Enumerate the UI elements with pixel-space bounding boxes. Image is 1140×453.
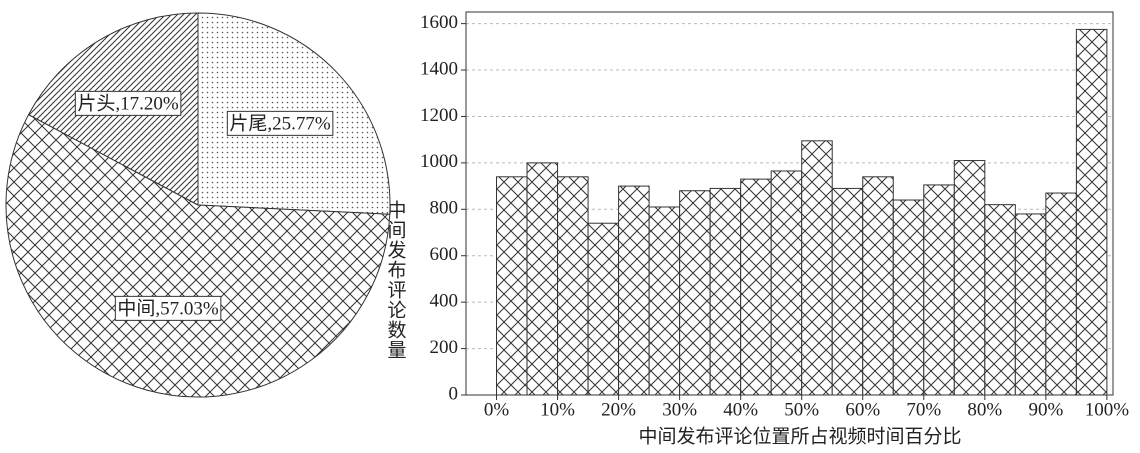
slice-label: 片头,17.20%	[77, 92, 179, 114]
bar	[892, 199, 925, 396]
y-tick-label: 400	[430, 291, 459, 312]
bar	[831, 187, 864, 396]
x-tick-label: 50%	[784, 399, 819, 420]
bar	[984, 204, 1016, 396]
bar	[648, 206, 681, 396]
slice-label: 片尾,25.77%	[229, 112, 331, 134]
y-axis-label: 中间发布评论数量	[385, 200, 407, 360]
y-tick-label: 800	[430, 198, 459, 219]
x-tick-label: 90%	[1028, 399, 1063, 420]
x-tick-label: 70%	[906, 399, 941, 420]
x-tick-label: 60%	[845, 399, 880, 420]
y-tick-label: 0	[449, 383, 459, 404]
bar	[953, 160, 986, 396]
bar	[801, 140, 833, 396]
label-box	[74, 90, 182, 116]
bar	[1075, 28, 1108, 396]
y-tick-label: 200	[430, 337, 459, 358]
x-tick-label: 0%	[484, 399, 510, 420]
x-tick-label: 100%	[1085, 399, 1130, 420]
slice-label: 中间,57.03%	[117, 297, 219, 319]
bar	[862, 176, 894, 396]
bar	[618, 185, 650, 396]
bar	[923, 184, 955, 396]
x-tick-label: 80%	[967, 399, 1002, 420]
y-tick-label: 600	[430, 244, 459, 265]
label-box	[114, 295, 222, 321]
bar	[679, 190, 711, 396]
x-tick-label: 20%	[601, 399, 636, 420]
label-box	[226, 110, 334, 136]
y-tick-label: 1200	[420, 105, 458, 126]
bar	[587, 222, 620, 396]
x-tick-label: 10%	[540, 399, 575, 420]
plot-frame	[465, 11, 1114, 396]
y-tick-label: 1600	[420, 12, 458, 33]
bar	[496, 176, 528, 396]
y-tick-label: 1000	[420, 151, 458, 172]
bar	[526, 162, 559, 396]
bar	[740, 178, 772, 396]
pie-slice	[5, 113, 391, 398]
x-tick-label: 30%	[662, 399, 697, 420]
bar	[1045, 192, 1077, 396]
bar	[709, 187, 742, 396]
bar	[557, 176, 589, 396]
bar	[1014, 213, 1047, 396]
x-tick-label: 40%	[723, 399, 758, 420]
y-tick-label: 1400	[420, 58, 458, 79]
x-axis-label: 中间发布评论位置所占视频时间百分比	[638, 425, 961, 447]
bar	[770, 170, 803, 396]
